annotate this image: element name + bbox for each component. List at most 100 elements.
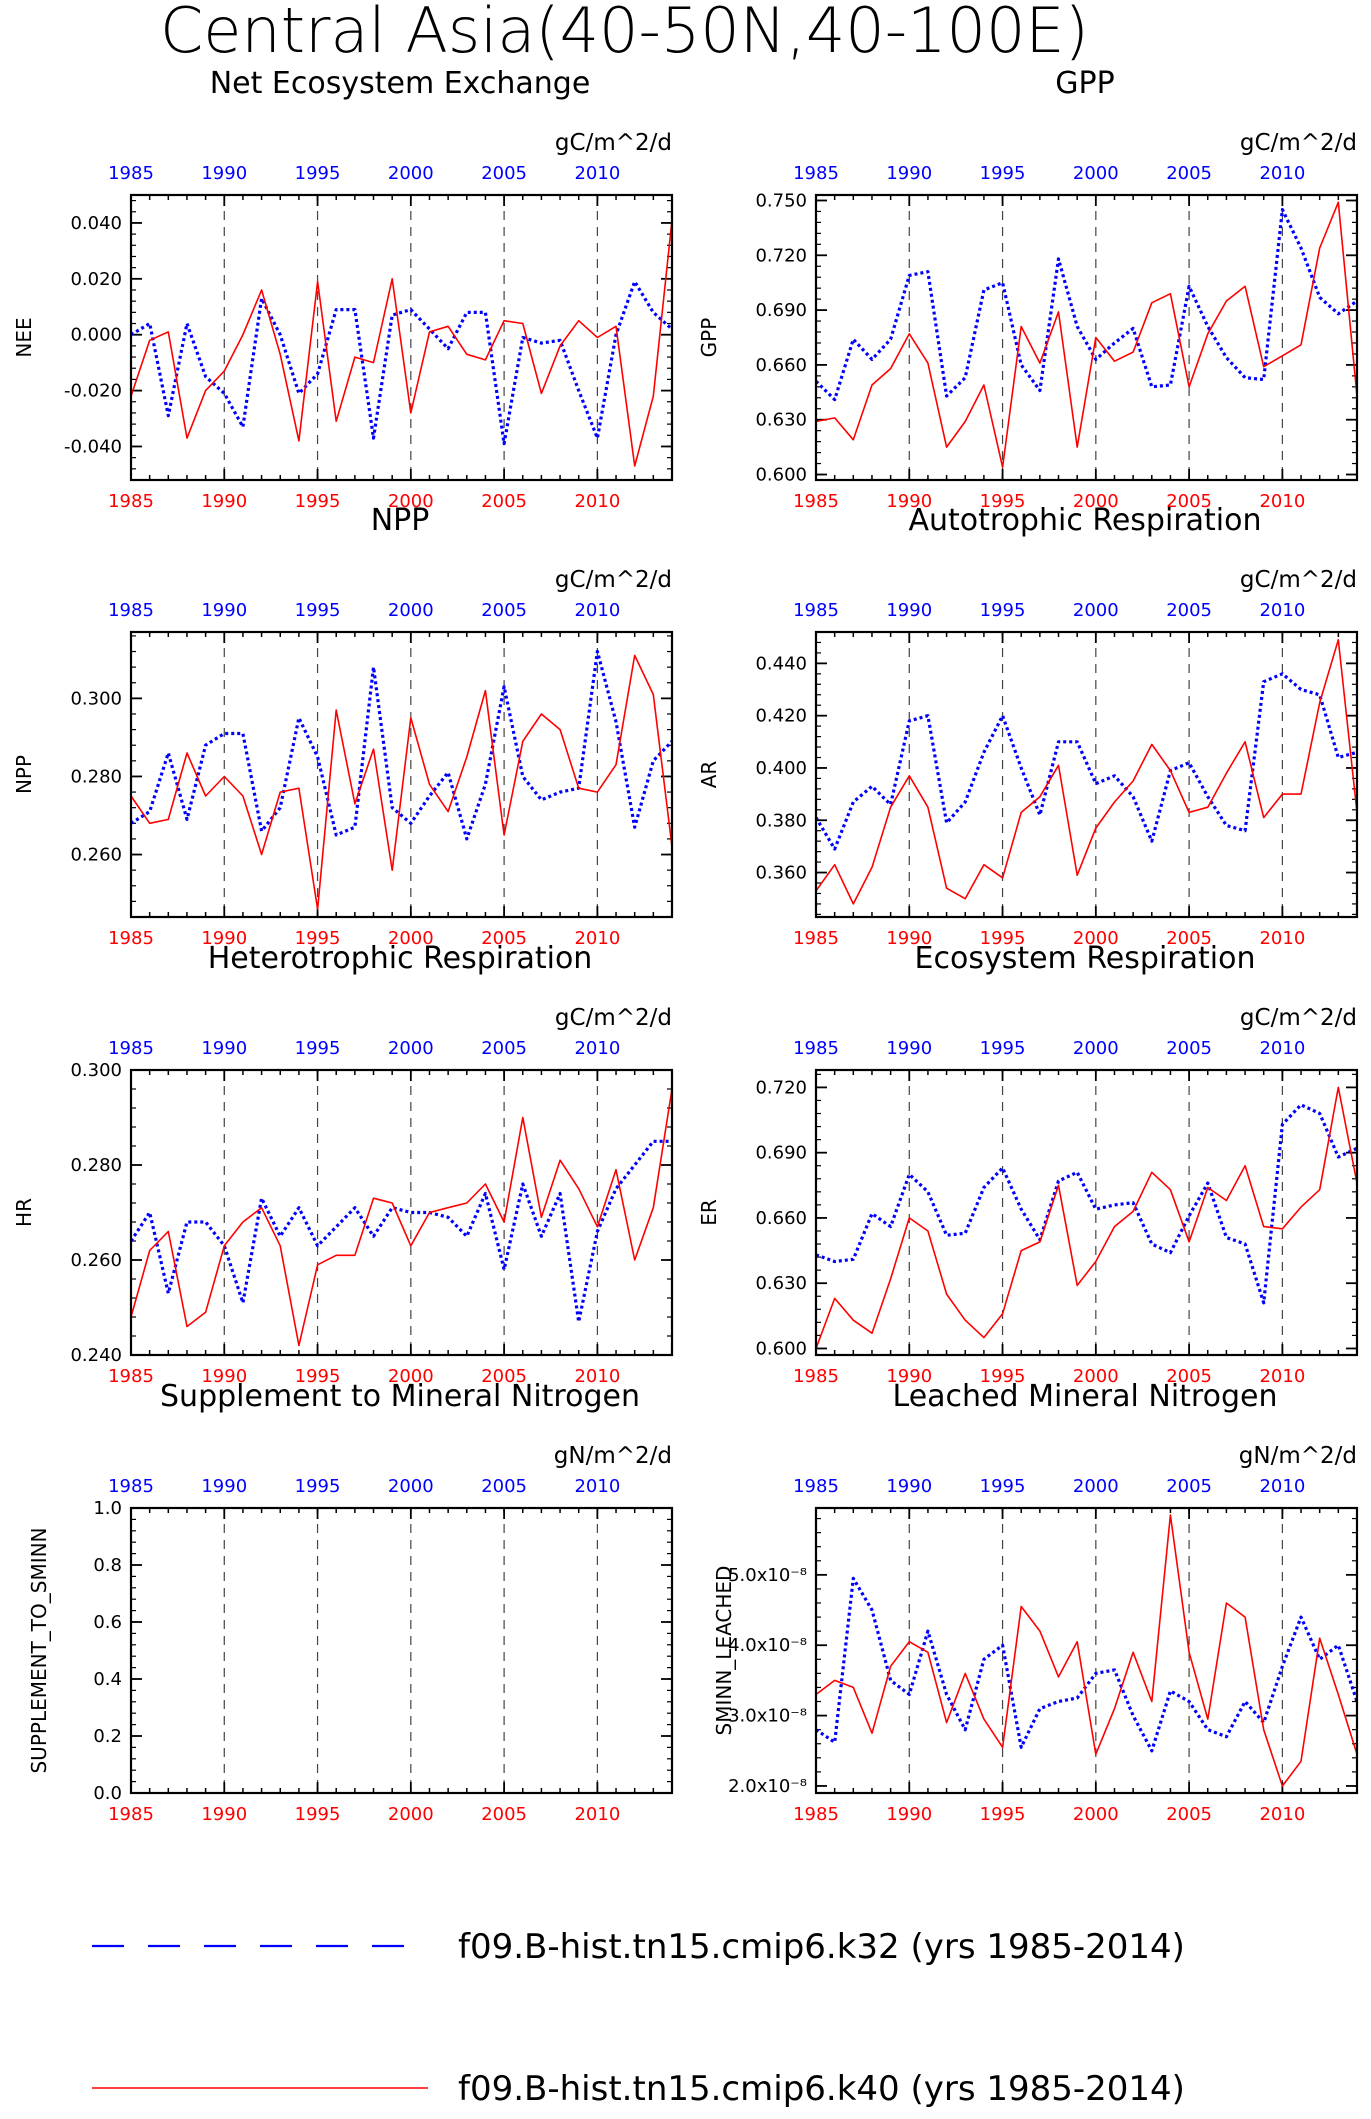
- x-tick-label-top: 2010: [574, 600, 620, 621]
- panel: Supplement to Mineral Nitrogen gN/m^2/d 19…: [27, 1379, 674, 1825]
- y-tick-label: 0.440: [755, 653, 807, 674]
- y-tick-label: 0.0: [93, 1783, 122, 1804]
- x-tick-label-bottom: 2005: [481, 1804, 527, 1825]
- x-tick-label-bottom: 2010: [574, 491, 620, 512]
- panel: Autotrophic Respiration gC/m^2/d 1985 1985 1…: [697, 503, 1359, 949]
- y-tick-label: 0.4: [93, 1669, 122, 1690]
- x-tick-label-top: 1990: [201, 600, 247, 621]
- y-tick-label: 0.260: [70, 1250, 122, 1271]
- series-line-k40: [815, 638, 1358, 905]
- panel-units: gC/m^2/d: [555, 567, 672, 593]
- x-tick-label-top: 2000: [388, 1476, 434, 1497]
- plot-frame: [129, 1506, 674, 1795]
- plot-frame: [814, 630, 1359, 919]
- x-tick-label-top: 2005: [1166, 1038, 1212, 1059]
- x-tick-label-top: 2000: [1073, 1038, 1119, 1059]
- y-tick-label: 0.380: [755, 810, 807, 831]
- x-tick-label-bottom: 2010: [574, 1804, 620, 1825]
- x-tick-label-bottom: 2000: [388, 928, 434, 949]
- x-tick-label-top: 2005: [1166, 1476, 1212, 1497]
- x-tick-label-bottom: 2005: [1166, 1804, 1212, 1825]
- y-tick-label: 5.0x10⁻⁸: [728, 1565, 807, 1586]
- panel-units: gC/m^2/d: [1240, 1005, 1357, 1031]
- x-tick-label-top: 1985: [108, 1038, 154, 1059]
- x-tick-label-bottom: 2010: [574, 928, 620, 949]
- y-tick-label: 0.6: [93, 1612, 122, 1633]
- x-tick-label-bottom: 1985: [108, 1804, 154, 1825]
- x-tick-label-top: 2000: [1073, 600, 1119, 621]
- x-tick-label-bottom: 2000: [1073, 1804, 1119, 1825]
- x-tick-label-top: 1995: [980, 163, 1026, 184]
- x-tick-label-top: 2010: [1259, 1476, 1305, 1497]
- x-tick-label-bottom: 2000: [388, 1804, 434, 1825]
- y-tick-label: 0.630: [755, 410, 807, 431]
- x-tick-label-bottom: 2000: [1073, 928, 1119, 949]
- x-tick-label-bottom: 2005: [481, 491, 527, 512]
- x-tick-label-top: 1985: [108, 163, 154, 184]
- y-tick-label: 0.240: [70, 1345, 122, 1366]
- x-tick-label-top: 2000: [1073, 163, 1119, 184]
- y-tick-label: 2.0x10⁻⁸: [728, 1776, 807, 1797]
- y-tick-label: 0.720: [755, 1077, 807, 1098]
- x-tick-label-top: 1990: [886, 163, 932, 184]
- x-tick-label-top: 2005: [481, 600, 527, 621]
- panel: Ecosystem Respiration gC/m^2/d 1985 1985 199…: [697, 941, 1359, 1387]
- y-tick-label: 1.0: [93, 1498, 122, 1519]
- legend-label: f09.B-hist.tn15.cmip6.k40 (yrs 1985-2014…: [458, 2069, 1185, 2109]
- y-tick-label: 0.720: [755, 245, 807, 266]
- legend-label: f09.B-hist.tn15.cmip6.k32 (yrs 1985-2014…: [458, 1927, 1185, 1967]
- x-tick-label-bottom: 2010: [1259, 1804, 1305, 1825]
- x-tick-label-bottom: 1995: [980, 1366, 1026, 1387]
- y-tick-label: 0.260: [70, 845, 122, 866]
- x-tick-label-bottom: 2000: [1073, 1366, 1119, 1387]
- x-tick-label-bottom: 1990: [201, 1804, 247, 1825]
- x-tick-label-bottom: 1995: [295, 491, 341, 512]
- y-tick-label: -0.040: [64, 436, 122, 457]
- x-tick-label-top: 1990: [201, 1038, 247, 1059]
- y-tick-label: 0.690: [755, 300, 807, 321]
- x-tick-label-bottom: 1985: [793, 1804, 839, 1825]
- panel: Heterotrophic Respiration gC/m^2/d 1985 198…: [12, 941, 674, 1387]
- panel-title: GPP: [1055, 66, 1114, 101]
- x-tick-label-bottom: 1985: [793, 928, 839, 949]
- x-tick-label-top: 1990: [201, 1476, 247, 1497]
- y-axis-label: ER: [697, 1199, 721, 1226]
- y-tick-label: 0.280: [70, 1155, 122, 1176]
- x-tick-label-top: 2000: [1073, 1476, 1119, 1497]
- x-tick-label-top: 2010: [574, 163, 620, 184]
- x-tick-label-bottom: 1990: [886, 928, 932, 949]
- x-tick-label-top: 2005: [1166, 163, 1212, 184]
- x-tick-label-bottom: 2005: [481, 1366, 527, 1387]
- x-tick-label-top: 1985: [108, 600, 154, 621]
- plot-frame: [814, 1506, 1359, 1795]
- series-line-k40: [130, 220, 673, 467]
- y-tick-label: 0.600: [755, 1338, 807, 1359]
- panel-title: Leached Mineral Nitrogen: [893, 1379, 1278, 1414]
- x-tick-label-top: 2010: [1259, 600, 1305, 621]
- figure-title: Central Asia(40-50N,40-100E): [160, 0, 1089, 67]
- y-axis-label: GPP: [697, 318, 721, 358]
- x-tick-label-bottom: 1995: [980, 928, 1026, 949]
- panel-title: Ecosystem Respiration: [915, 941, 1256, 976]
- x-tick-label-bottom: 2010: [1259, 491, 1305, 512]
- x-tick-label-bottom: 1990: [886, 1366, 932, 1387]
- series-line-k40: [815, 1514, 1358, 1787]
- x-tick-label-bottom: 2005: [1166, 928, 1212, 949]
- x-tick-label-bottom: 2010: [574, 1366, 620, 1387]
- series-line-k40: [815, 201, 1358, 469]
- panel: Leached Mineral Nitrogen gN/m^2/d 1985 1985…: [712, 1379, 1359, 1825]
- y-tick-label: 3.0x10⁻⁸: [728, 1706, 807, 1727]
- y-tick-label: 0.360: [755, 863, 807, 884]
- y-tick-label: 0.420: [755, 706, 807, 727]
- y-tick-label: -0.020: [64, 381, 122, 402]
- x-tick-label-top: 1985: [108, 1476, 154, 1497]
- y-tick-label: 0.000: [70, 325, 122, 346]
- y-tick-label: 0.8: [93, 1555, 122, 1576]
- y-tick-label: 0.660: [755, 1208, 807, 1229]
- x-tick-label-bottom: 1995: [980, 1804, 1026, 1825]
- x-tick-label-bottom: 1990: [201, 1366, 247, 1387]
- panel-units: gN/m^2/d: [554, 1443, 672, 1469]
- series-line-k32: [814, 208, 1358, 402]
- y-tick-label: 4.0x10⁻⁸: [728, 1635, 807, 1656]
